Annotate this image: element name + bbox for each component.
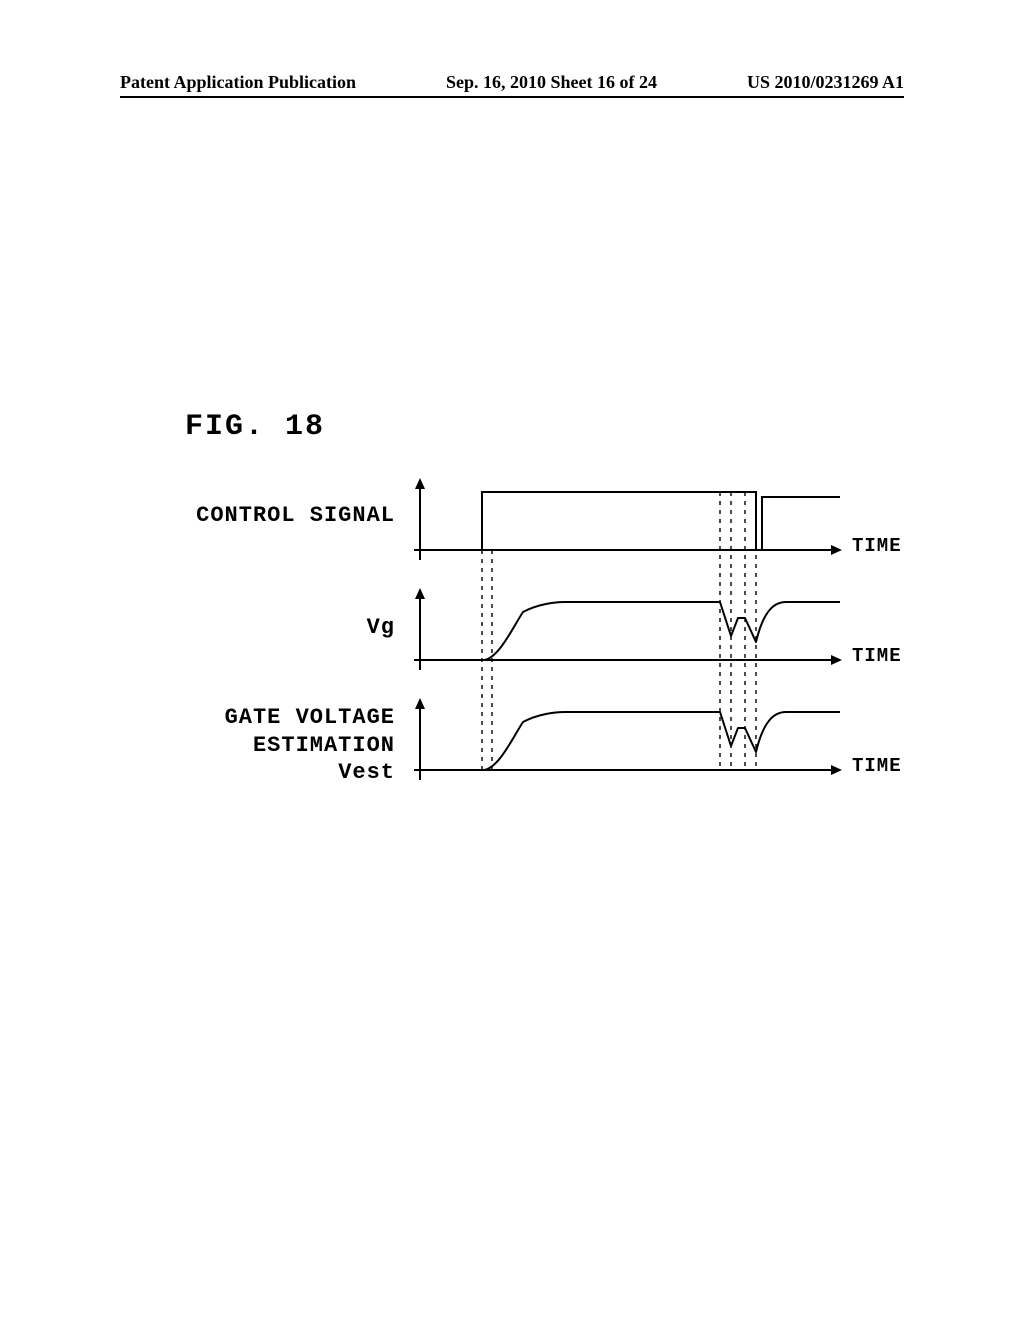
plot-svg (410, 470, 880, 570)
timing-diagram: CONTROL SIGNAL TIME Vg TIME GATE VOLTAGE… (180, 470, 880, 810)
row-control-signal: CONTROL SIGNAL TIME (180, 470, 880, 570)
header-left: Patent Application Publication (120, 72, 356, 93)
row-label: Vg (180, 614, 395, 642)
row-vg: Vg TIME (180, 580, 880, 680)
plot-vg (410, 580, 880, 680)
label-line: Vest (338, 760, 395, 785)
label-line: CONTROL SIGNAL (196, 503, 395, 528)
plot-svg (410, 690, 880, 790)
row-label: GATE VOLTAGE ESTIMATION Vest (180, 704, 395, 787)
row-label: CONTROL SIGNAL (180, 502, 395, 530)
label-line: Vg (367, 615, 395, 640)
page-header: Patent Application Publication Sep. 16, … (0, 72, 1024, 93)
figure-label: FIG. 18 (185, 410, 325, 444)
header-center: Sep. 16, 2010 Sheet 16 of 24 (446, 72, 657, 93)
header-right: US 2010/0231269 A1 (747, 72, 904, 93)
row-vest: GATE VOLTAGE ESTIMATION Vest TIME (180, 690, 880, 790)
page: Patent Application Publication Sep. 16, … (0, 0, 1024, 1320)
label-line: GATE VOLTAGE (225, 705, 395, 730)
time-axis-label: TIME (852, 755, 902, 777)
time-axis-label: TIME (852, 645, 902, 667)
plot-control-signal (410, 470, 880, 570)
plot-svg (410, 580, 880, 680)
plot-vest (410, 690, 880, 790)
time-axis-label: TIME (852, 535, 902, 557)
header-rule (120, 96, 904, 98)
label-line: ESTIMATION (253, 733, 395, 758)
